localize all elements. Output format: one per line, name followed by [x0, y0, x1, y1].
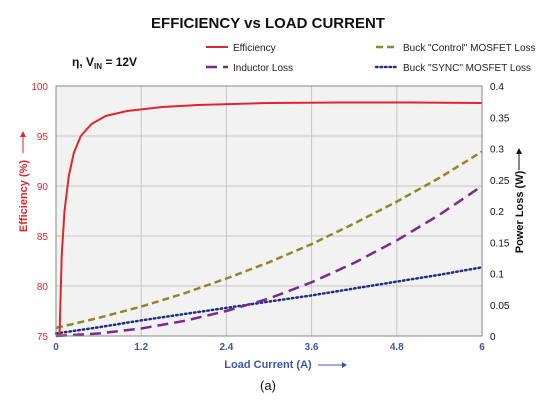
series-line-2: [55, 150, 483, 330]
plot-frame: [55, 85, 483, 337]
y-left-axis-ticks: 75 80 85 90 95 100: [31, 82, 48, 343]
x-tick-label: 4.8: [390, 342, 404, 353]
figure-caption: (a): [260, 378, 276, 393]
y-right-tick-label: 0.15: [490, 238, 510, 249]
x-tick-label: 3.6: [305, 342, 319, 353]
series-line-1: [55, 184, 483, 338]
y-right-tick-label: 0.35: [490, 113, 510, 124]
legend-label-0: Efficiency: [233, 43, 276, 54]
legend-label-3: Buck "SYNC" MOSFET Loss: [403, 63, 531, 74]
grid-lines: [56, 86, 482, 336]
chart-title: EFFICIENCY vs LOAD CURRENT: [151, 15, 385, 32]
y-left-tick-label: 100: [31, 82, 48, 93]
legend-label-1: Inductor Loss: [233, 63, 293, 74]
series-layer: [54, 101, 484, 338]
x-axis-ticks: 0 1.2 2.4 3.6 4.8 6: [53, 342, 485, 353]
x-tick-label: 2.4: [219, 342, 233, 353]
y-left-axis-label: Efficiency (%): [18, 160, 30, 232]
y-right-axis-ticks: 0 0.05 0.1 0.15 0.2 0.25 0.3 0.35 0.4: [490, 82, 510, 343]
y-left-tick-label: 75: [37, 332, 49, 343]
x-axis-arrow: [318, 362, 347, 368]
condition-suffix: = 12V: [102, 55, 137, 69]
legend-label-2: Buck "Control" MOSFET Loss: [403, 43, 536, 54]
y-right-tick-label: 0.05: [490, 301, 510, 312]
plot-area: [56, 86, 482, 336]
y-left-axis-arrow: [20, 131, 26, 153]
y-right-tick-label: 0.25: [490, 176, 510, 187]
y-right-tick-label: 0.1: [490, 270, 504, 281]
y-right-axis-arrow: [516, 148, 522, 170]
y-left-tick-label: 90: [37, 182, 49, 193]
y-left-tick-label: 80: [37, 282, 49, 293]
series-line-3: [54, 266, 484, 335]
x-axis-label: Load Current (A): [224, 359, 312, 371]
y-right-tick-label: 0.4: [490, 82, 504, 93]
y-right-tick-label: 0.3: [490, 145, 504, 156]
condition-prefix: η, V: [72, 55, 94, 69]
y-left-tick-label: 95: [37, 132, 49, 143]
x-tick-label: 1.2: [134, 342, 148, 353]
legend: Efficiency Inductor Loss Buck "Control" MO…: [206, 43, 536, 74]
x-tick-label: 0: [53, 342, 59, 353]
y-right-axis-label: Power Loss (W): [514, 170, 526, 253]
series-line-0: [58, 101, 483, 337]
y-right-tick-label: 0.2: [490, 207, 504, 218]
y-right-tick-label: 0: [490, 332, 496, 343]
condition-subscript: IN: [94, 62, 102, 71]
condition-annotation: η, VIN = 12V: [72, 55, 137, 71]
y-left-tick-label: 85: [37, 232, 49, 243]
x-tick-label: 6: [479, 342, 485, 353]
